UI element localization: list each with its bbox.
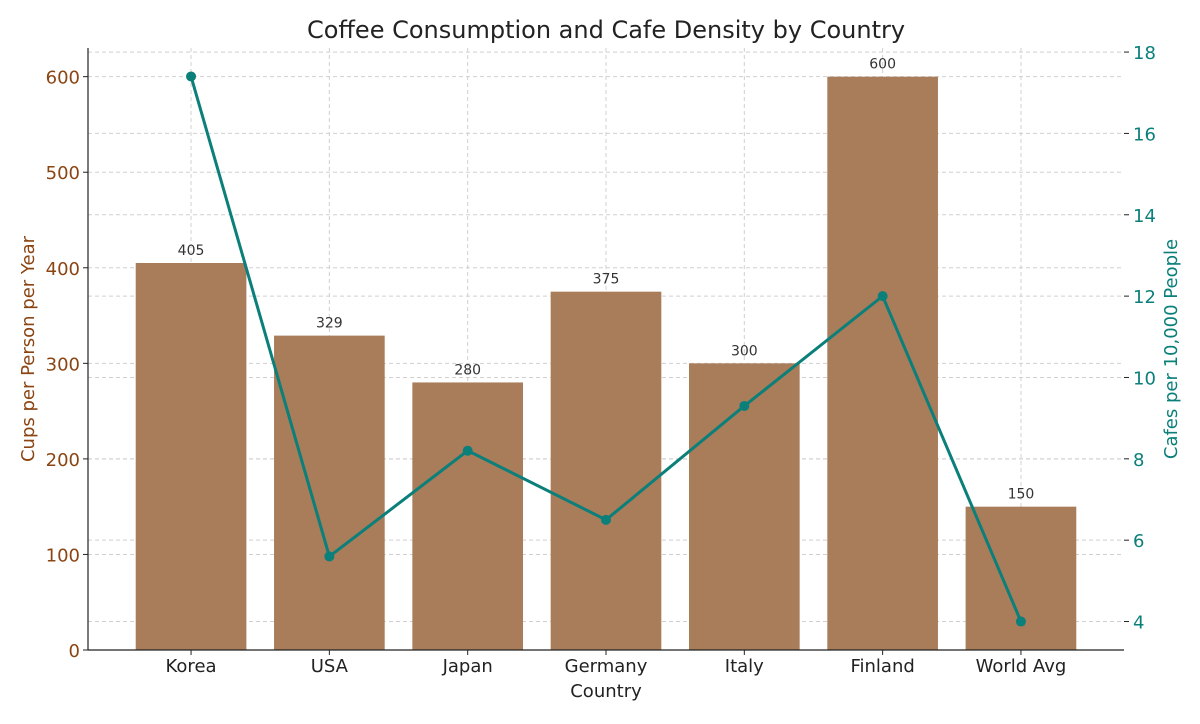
y-tick-label: 300 (46, 354, 80, 375)
y-tick-label: 100 (46, 545, 80, 566)
bars: 405 329 280 375 300 600 150 (135, 57, 1077, 650)
x-axis-label: Country (570, 681, 642, 702)
bar-korea (135, 263, 247, 650)
y-right-tick-label: 6 (1133, 531, 1144, 552)
bar-usa (274, 335, 385, 650)
x-tick-label: Germany (565, 656, 648, 677)
axes: 0 100 200 300 400 500 600 4 6 8 10 12 14 16 18 Korea USA… (46, 43, 1156, 677)
y-right-tick-label: 8 (1133, 450, 1144, 471)
line-point (324, 551, 335, 562)
bar-value-label: 375 (593, 272, 620, 288)
x-tick-label: World Avg (976, 656, 1067, 677)
y-tick-label: 0 (69, 641, 80, 662)
x-tick-label: Finland (850, 656, 914, 677)
line-series (186, 71, 1026, 627)
y-tick-label: 200 (46, 450, 80, 471)
bar-italy (688, 363, 800, 650)
x-tick-label: USA (311, 656, 349, 677)
line-point (186, 71, 197, 82)
line-point (1015, 616, 1026, 627)
y-right-tick-label: 12 (1133, 287, 1156, 308)
line-point (739, 400, 750, 411)
bar-value-label: 150 (1008, 487, 1035, 503)
line-point (462, 445, 473, 456)
bar-finland (827, 76, 938, 650)
bar-japan (412, 382, 524, 650)
bar-value-label: 329 (316, 316, 343, 332)
bar-value-label: 300 (731, 343, 758, 359)
line-point (601, 514, 611, 525)
chart-title: Coffee Consumption and Cafe Density by C… (307, 16, 905, 44)
y-tick-label: 500 (46, 163, 80, 184)
y-right-tick-label: 10 (1133, 368, 1156, 389)
bar-value-label: 280 (454, 362, 481, 378)
bar-value-label: 600 (869, 57, 896, 73)
y-tick-label: 600 (46, 68, 80, 89)
y-right-tick-label: 4 (1133, 613, 1144, 634)
x-tick-label: Japan (442, 656, 493, 677)
line-point (877, 291, 888, 302)
y-right-tick-label: 14 (1133, 206, 1156, 227)
x-tick-label: Korea (166, 656, 217, 677)
y-axis-right-label: Cafes per 10,000 People (1161, 239, 1182, 459)
x-tick-label: Italy (725, 656, 764, 677)
y-tick-label: 400 (46, 259, 80, 280)
y-right-tick-label: 16 (1133, 124, 1156, 145)
bar-value-label: 405 (178, 243, 205, 259)
bar-germany (550, 291, 662, 650)
y-axis-label: Cups per Person per Year (18, 235, 39, 462)
y-right-tick-label: 18 (1133, 43, 1156, 64)
